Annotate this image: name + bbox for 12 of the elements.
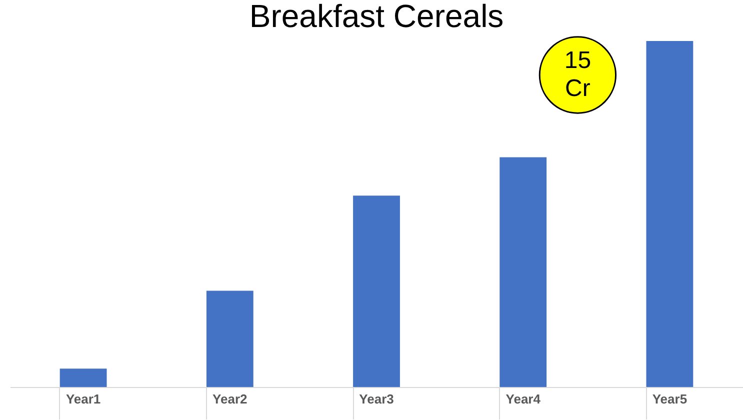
x-tick-label: Year4 bbox=[506, 392, 542, 406]
chart-title: Breakfast Cereals bbox=[249, 0, 504, 34]
annotation: 15 Cr bbox=[564, 47, 592, 102]
bar bbox=[206, 290, 254, 387]
bar bbox=[353, 196, 400, 387]
bar bbox=[646, 41, 694, 387]
x-tick-label: Year2 bbox=[212, 392, 248, 406]
bar bbox=[60, 368, 107, 387]
x-tick-label: Year1 bbox=[66, 392, 101, 406]
x-tick-label: Year3 bbox=[359, 392, 394, 406]
x-tick-label: Year5 bbox=[652, 392, 688, 406]
bar bbox=[500, 157, 547, 387]
